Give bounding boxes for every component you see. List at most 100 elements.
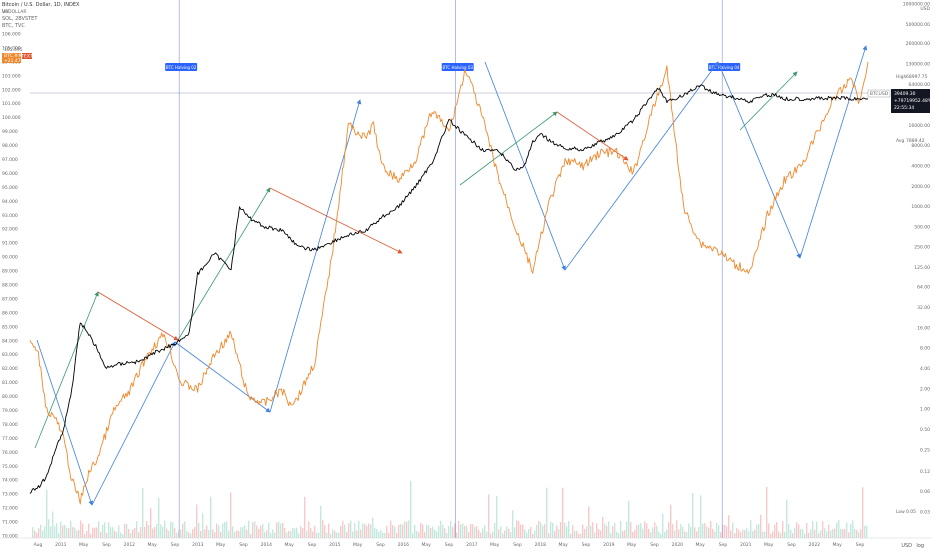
volume-bar (628, 500, 630, 538)
volume-bar (616, 531, 618, 538)
volume-bar (470, 524, 472, 538)
volume-bar (476, 526, 478, 538)
volume-bar (46, 489, 48, 538)
volume-bar (574, 530, 576, 538)
left-axis-tick: 105.000 (2, 45, 21, 51)
volume-bar (114, 530, 116, 538)
volume-bar (690, 526, 692, 538)
volume-bar (76, 530, 78, 538)
volume-bar (234, 531, 236, 538)
volume-bar (824, 528, 826, 538)
volume-bar (352, 531, 354, 538)
currency-button[interactable]: USD (901, 543, 912, 549)
x-axis-tick: May (559, 542, 569, 548)
volume-bar (320, 505, 322, 538)
halving-label: BTC Halving 02 (166, 65, 197, 70)
volume-bar (144, 527, 146, 538)
volume-bar (466, 526, 468, 538)
volume-bar (68, 528, 70, 538)
orange-tag-title: BTC.### (4, 53, 26, 59)
volume-bar (844, 529, 846, 538)
right-axis-tick: 130000.00 (906, 61, 930, 67)
volume-bar (522, 524, 524, 538)
volume-bar (514, 527, 516, 538)
low-label: Low (896, 509, 905, 515)
volume-bar (638, 524, 640, 538)
volume-bar (286, 532, 288, 538)
volume-bar (228, 530, 230, 538)
volume-bar (168, 530, 170, 538)
volume-bar (448, 525, 450, 538)
volume-bar (90, 533, 92, 538)
volume-bar (838, 520, 840, 538)
btc-label-box (867, 89, 891, 98)
right-axis-tick: 16.00 (917, 325, 930, 331)
volume-bar (84, 533, 86, 538)
volume-bar (242, 527, 244, 538)
volume-bar (568, 521, 570, 538)
x-axis-tick: 2012 (124, 542, 136, 548)
volume-bar (596, 523, 598, 538)
volume-bar (552, 522, 554, 538)
volume-bar (490, 533, 492, 538)
volume-bar (712, 529, 714, 538)
volume-bar (238, 530, 240, 538)
volume-bar (866, 525, 868, 538)
volume-bar (330, 533, 332, 538)
volume-bar (454, 523, 456, 538)
volume-bar (366, 526, 368, 538)
volume-bar (294, 528, 296, 538)
volume-bar (856, 530, 858, 538)
x-axis-tick: May (833, 542, 843, 548)
left-axis-tick: 95.000 (2, 185, 18, 191)
volume-bar (324, 525, 326, 538)
volume-bar (636, 525, 638, 538)
left-axis-tick: 82.000 (2, 366, 18, 372)
volume-bar (348, 523, 350, 538)
volume-bar (572, 525, 574, 538)
btc-label: BTCUSD (870, 91, 889, 97)
volume-bar (296, 527, 298, 538)
trend-arrows (34, 45, 868, 506)
volume-bar (386, 525, 388, 538)
volume-bar (146, 521, 148, 538)
volume-bar (396, 533, 398, 538)
trend-arrow (91, 341, 176, 506)
left-axis-tick: 70.000 (2, 534, 18, 540)
right-axis-tick: 250.00 (914, 245, 930, 251)
volume-bar (360, 529, 362, 538)
right-axis-tick: 2.00 (920, 386, 930, 392)
volume-bar (452, 526, 454, 538)
volume-bar (438, 525, 440, 538)
volume-bar (486, 531, 488, 538)
volume-bar (832, 529, 834, 538)
volume-bar (206, 525, 208, 538)
volume-bar (274, 532, 276, 538)
x-axis-tick: May (696, 542, 706, 548)
log-scale-button[interactable]: log (916, 543, 924, 549)
volume-bar (724, 524, 726, 538)
volume-bar (764, 531, 766, 538)
left-axis-tick: 90.000 (2, 255, 18, 261)
volume-bar (702, 523, 704, 538)
left-axis-header: USDOLLAR (2, 9, 26, 15)
volume-bar (64, 524, 66, 538)
legend-title: Bitcoin / U.S. Dollar, 1D, INDEX (2, 2, 80, 8)
x-axis-tick: 2017 (466, 542, 478, 548)
volume-bar (432, 526, 434, 538)
volume-bar (400, 524, 402, 538)
volume-bar (756, 524, 758, 538)
volume-bar (270, 532, 272, 538)
volume-bar (398, 524, 400, 538)
volume-bar (322, 519, 324, 538)
volume-bar (710, 521, 712, 538)
volume-bar (668, 522, 670, 538)
volume-bar (430, 527, 432, 538)
volume-bar (142, 487, 144, 538)
x-axis-tick: 2015 (329, 542, 341, 548)
volume-bar (440, 520, 442, 538)
orange-tag-value: 105.495 (4, 47, 23, 53)
volume-bar (62, 525, 64, 538)
